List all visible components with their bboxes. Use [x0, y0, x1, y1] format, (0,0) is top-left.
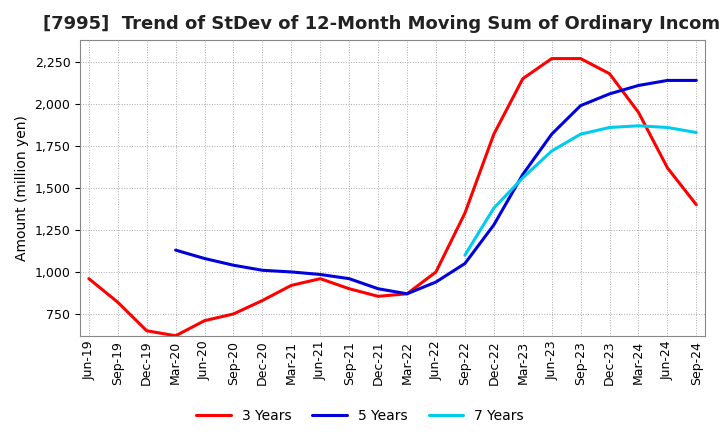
3 Years: [171, 333, 180, 338]
5 Years: [663, 78, 672, 83]
5 Years: [258, 268, 266, 273]
7 Years: [461, 253, 469, 258]
5 Years: [432, 279, 441, 285]
7 Years: [490, 205, 498, 211]
5 Years: [547, 132, 556, 137]
7 Years: [663, 125, 672, 130]
3 Years: [606, 71, 614, 77]
3 Years: [345, 286, 354, 291]
7 Years: [692, 130, 701, 135]
5 Years: [402, 291, 411, 297]
3 Years: [692, 202, 701, 207]
7 Years: [634, 123, 643, 128]
Line: 5 Years: 5 Years: [176, 81, 696, 294]
5 Years: [518, 172, 527, 177]
7 Years: [576, 132, 585, 137]
3 Years: [576, 56, 585, 61]
3 Years: [402, 291, 411, 297]
3 Years: [490, 132, 498, 137]
3 Years: [547, 56, 556, 61]
5 Years: [461, 261, 469, 266]
7 Years: [547, 148, 556, 154]
5 Years: [287, 269, 296, 275]
5 Years: [200, 256, 209, 261]
7 Years: [606, 125, 614, 130]
Y-axis label: Amount (million yen): Amount (million yen): [15, 115, 29, 261]
3 Years: [287, 283, 296, 288]
5 Years: [229, 263, 238, 268]
Legend: 3 Years, 5 Years, 7 Years: 3 Years, 5 Years, 7 Years: [190, 403, 530, 429]
5 Years: [692, 78, 701, 83]
3 Years: [143, 328, 151, 334]
5 Years: [345, 276, 354, 281]
7 Years: [518, 175, 527, 180]
5 Years: [490, 222, 498, 227]
5 Years: [374, 286, 382, 291]
Line: 3 Years: 3 Years: [89, 59, 696, 336]
5 Years: [171, 247, 180, 253]
3 Years: [114, 300, 122, 305]
3 Years: [461, 210, 469, 216]
Title: [7995]  Trend of StDev of 12-Month Moving Sum of Ordinary Incomes: [7995] Trend of StDev of 12-Month Moving…: [42, 15, 720, 33]
3 Years: [84, 276, 93, 281]
5 Years: [576, 103, 585, 108]
3 Years: [374, 293, 382, 299]
3 Years: [316, 276, 325, 281]
3 Years: [200, 318, 209, 323]
5 Years: [634, 83, 643, 88]
5 Years: [316, 272, 325, 277]
3 Years: [229, 312, 238, 317]
5 Years: [606, 91, 614, 96]
3 Years: [518, 76, 527, 81]
3 Years: [432, 269, 441, 275]
Line: 7 Years: 7 Years: [465, 126, 696, 255]
3 Years: [663, 165, 672, 170]
3 Years: [258, 298, 266, 303]
3 Years: [634, 110, 643, 115]
